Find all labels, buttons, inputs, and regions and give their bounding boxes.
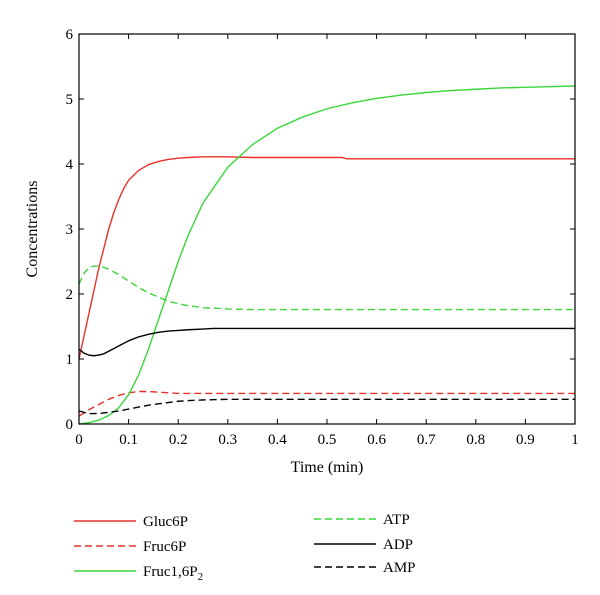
series-line-1 bbox=[78, 156, 575, 360]
x-tick-label: 0.8 bbox=[466, 432, 485, 448]
x-axis-title: Time (min) bbox=[291, 459, 364, 476]
x-tick-label: 0.6 bbox=[367, 432, 386, 448]
series-line-2 bbox=[78, 390, 575, 417]
x-tick-label: 0.5 bbox=[318, 432, 337, 448]
y-tick-label: 2 bbox=[66, 287, 74, 303]
y-tick-label: 6 bbox=[66, 27, 74, 43]
x-tick-label: 0.7 bbox=[417, 432, 436, 448]
tick-labels-group: 0 0.1 0.2 0.3 0.4 0.5 0.6 0.7 0.8 0.9 1 0 1 2 3 4 5 6 bbox=[66, 27, 579, 448]
y-tick-label: 1 bbox=[66, 352, 74, 368]
x-tick-label: 0.9 bbox=[516, 432, 535, 448]
legend-label-1: Gluc6P bbox=[143, 514, 188, 530]
x-tick-label: 0 bbox=[75, 432, 83, 448]
legend: Gluc6P Fruc6P Fruc1,6P2 ATP ADP AMP bbox=[74, 512, 416, 583]
y-tick-label: 5 bbox=[66, 92, 74, 108]
x-tick-label: 0.4 bbox=[268, 432, 287, 448]
axis-ticks-group bbox=[78, 33, 576, 425]
legend-label-2: Fruc6P bbox=[143, 539, 186, 555]
y-tick-label: 4 bbox=[66, 157, 74, 173]
y-tick-label: 0 bbox=[66, 417, 74, 433]
series-line-6 bbox=[78, 398, 575, 415]
x-tick-label: 1 bbox=[571, 432, 579, 448]
series-line-5 bbox=[78, 327, 575, 357]
legend-label-3: Fruc1,6P2 bbox=[143, 564, 203, 583]
plot-series-group bbox=[78, 85, 576, 425]
x-tick-label: 0.2 bbox=[169, 432, 188, 448]
legend-label-5: ADP bbox=[383, 537, 413, 553]
x-tick-label: 0.1 bbox=[119, 432, 138, 448]
y-axis-title: Concentrations bbox=[24, 181, 41, 278]
legend-label-6: AMP bbox=[383, 560, 416, 576]
series-line-3 bbox=[78, 85, 576, 425]
y-tick-label: 3 bbox=[66, 222, 74, 238]
x-tick-label: 0.3 bbox=[218, 432, 237, 448]
legend-label-4: ATP bbox=[383, 512, 410, 528]
